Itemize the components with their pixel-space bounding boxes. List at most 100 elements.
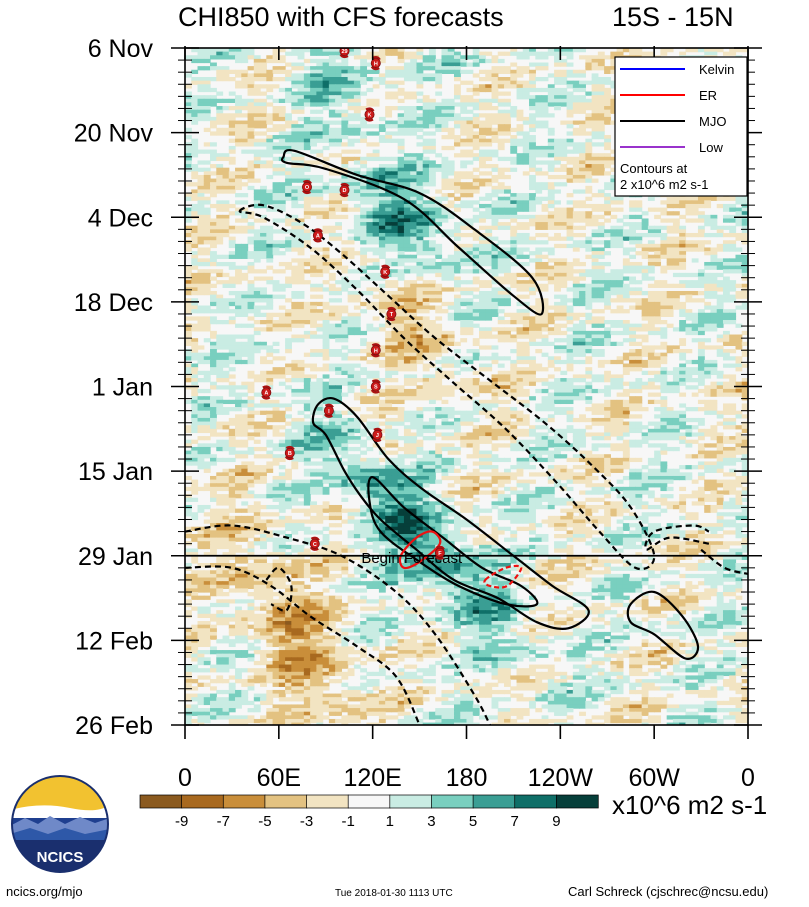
heat-cell — [310, 87, 317, 93]
heat-cell — [447, 106, 455, 111]
heat-cell — [697, 203, 705, 209]
heat-cell — [335, 73, 342, 78]
heat-cell — [291, 301, 299, 307]
heat-cell — [228, 98, 236, 103]
heat-cell — [497, 69, 505, 74]
heat-cell — [597, 334, 605, 339]
heat-cell — [604, 193, 611, 198]
heat-cell — [266, 55, 274, 60]
heat-cell — [297, 127, 305, 133]
heat-cell — [604, 196, 611, 201]
heat-cell — [541, 120, 549, 125]
heat-cell — [547, 73, 555, 78]
heat-cell — [322, 124, 330, 129]
heat-cell — [285, 138, 292, 143]
heat-cell — [297, 301, 305, 307]
heat-cell — [472, 236, 480, 241]
heat-cell — [347, 280, 355, 285]
heat-cell — [585, 290, 593, 296]
heat-cell — [297, 236, 305, 241]
heat-cell — [472, 349, 480, 354]
heat-cell — [266, 102, 274, 107]
heat-cell — [504, 225, 511, 230]
heat-cell — [403, 214, 411, 220]
heat-cell — [622, 269, 630, 274]
heat-cell — [310, 109, 317, 114]
heat-cell — [185, 334, 192, 339]
heat-cell — [347, 87, 355, 93]
heat-cell — [672, 261, 680, 267]
heat-cell — [691, 280, 699, 285]
heat-cell — [610, 232, 618, 238]
heat-cell — [597, 316, 605, 321]
heat-cell — [416, 171, 424, 176]
heat-cell — [385, 51, 393, 56]
heat-cell — [597, 135, 605, 140]
heat-cell — [441, 164, 449, 169]
heat-cell — [291, 98, 299, 103]
heat-cell — [191, 327, 199, 332]
heat-cell — [435, 66, 443, 71]
heat-cell — [497, 320, 505, 325]
heat-cell — [297, 102, 305, 107]
heat-cell — [422, 189, 430, 194]
heat-cell — [297, 280, 305, 285]
heat-cell — [416, 320, 424, 325]
heat-cell — [453, 276, 461, 281]
heat-cell — [497, 225, 505, 230]
heat-cell — [541, 203, 549, 209]
heat-cell — [385, 352, 393, 357]
heat-cell — [216, 167, 224, 172]
heat-cell — [353, 182, 361, 187]
heat-cell — [197, 55, 205, 60]
heat-cell — [378, 174, 386, 180]
heat-cell — [253, 58, 261, 64]
heat-cell — [378, 251, 386, 256]
heat-cell — [185, 243, 192, 249]
heat-cell — [491, 207, 499, 212]
heat-cell — [510, 62, 518, 67]
heat-cell — [385, 171, 393, 176]
heat-cell — [416, 120, 424, 125]
heat-cell — [378, 55, 386, 60]
heat-cell — [479, 135, 486, 140]
heat-cell — [554, 312, 561, 317]
heat-cell — [341, 142, 349, 147]
heat-cell — [397, 160, 405, 165]
heat-cell — [185, 349, 192, 354]
heat-cell — [210, 66, 217, 71]
heat-cell — [447, 330, 455, 336]
heat-cell — [716, 229, 724, 234]
heat-cell — [328, 203, 336, 209]
heat-cell — [347, 240, 355, 245]
heat-cell — [422, 116, 430, 122]
heat-cell — [516, 222, 524, 227]
heat-cell — [391, 218, 399, 223]
heat-cell — [535, 301, 543, 307]
heat-cell — [316, 73, 324, 78]
heat-cell — [585, 160, 593, 165]
heat-cell — [410, 127, 418, 133]
heat-cell — [647, 276, 655, 281]
heat-cell — [197, 174, 205, 180]
heat-cell — [222, 305, 230, 310]
heat-cell — [710, 51, 718, 56]
heat-cell — [322, 164, 330, 169]
heat-cell — [547, 160, 555, 165]
heat-cell — [510, 327, 518, 332]
heat-cell — [704, 327, 712, 332]
heat-cell — [310, 131, 317, 136]
heat-cell — [485, 298, 493, 303]
heat-cell — [216, 178, 224, 183]
heat-cell — [260, 276, 267, 281]
heat-cell — [610, 280, 618, 285]
heat-cell — [735, 232, 743, 238]
heat-cell — [322, 98, 330, 103]
heat-cell — [372, 222, 380, 227]
heat-cell — [272, 349, 280, 354]
heat-cell — [447, 232, 455, 238]
heat-cell — [472, 247, 480, 252]
heat-cell — [485, 211, 493, 216]
heat-cell — [441, 66, 449, 71]
heat-cell — [485, 106, 493, 111]
